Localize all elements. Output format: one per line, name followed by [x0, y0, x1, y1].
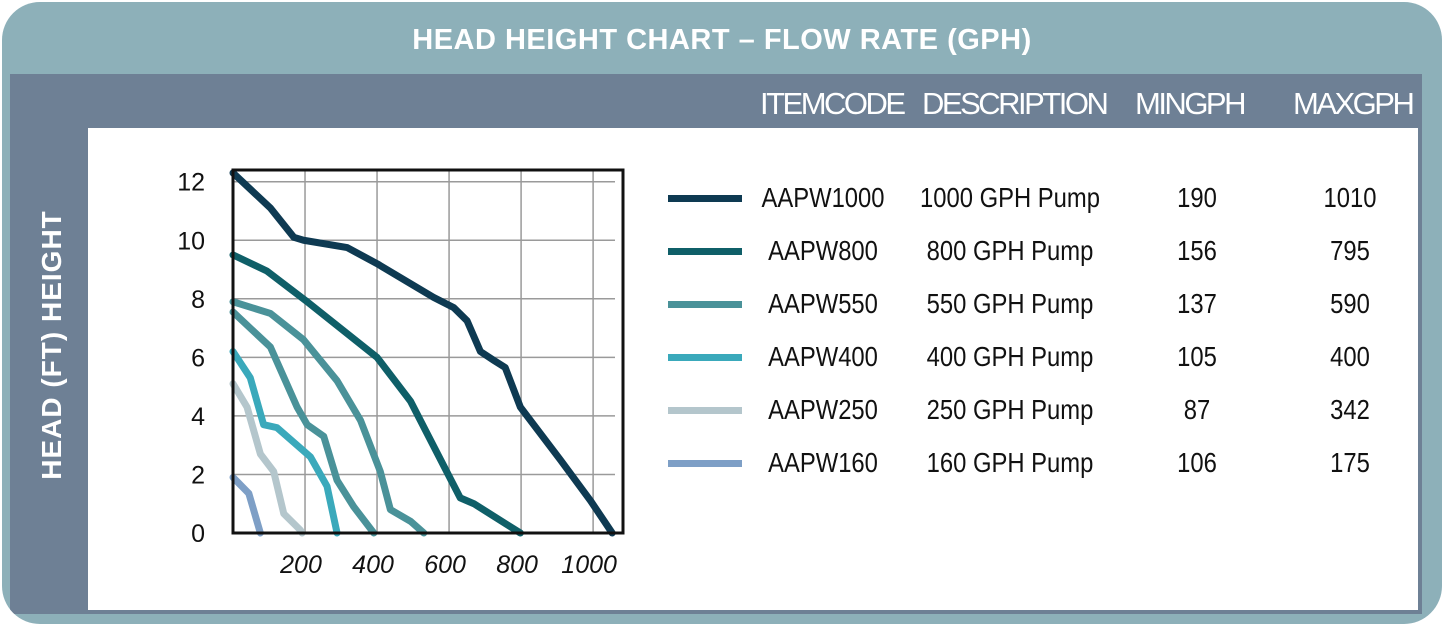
y-tick-label: 2 — [191, 461, 205, 489]
x-tick-label: 200 — [279, 551, 322, 579]
x-tick-label: 1000 — [561, 551, 617, 579]
min-gph: 137 — [1177, 288, 1217, 319]
max-gph: 400 — [1330, 341, 1370, 372]
chart-title: HEAD HEIGHT CHART – FLOW RATE (GPH) — [412, 24, 1032, 56]
itemcode: AAPW250 — [768, 394, 878, 425]
max-gph: 342 — [1330, 394, 1370, 425]
series-line-aapw400 — [229, 348, 341, 537]
header-itemcode: ITEMCODE — [760, 86, 906, 121]
itemcode: AAPW160 — [768, 447, 878, 478]
x-tick-label: 400 — [352, 551, 394, 579]
legend-row: AAPW400 400 GPH Pump 105 400 — [0, 337, 1445, 377]
legend-swatch — [668, 248, 742, 255]
itemcode: AAPW550 — [768, 288, 878, 319]
series-line-aapw160 — [229, 473, 264, 537]
min-gph: 87 — [1183, 394, 1211, 425]
y-tick-label: 12 — [177, 169, 205, 197]
x-tick-label: 600 — [424, 551, 466, 579]
itemcode: AAPW1000 — [761, 182, 885, 213]
legend-swatch — [668, 407, 742, 414]
y-tick-label: 8 — [191, 286, 205, 314]
legend-row: AAPW550 550 GPH Pump 137 590 — [0, 284, 1445, 324]
legend-row: AAPW160 160 GPH Pump 106 175 — [0, 443, 1445, 483]
plot-border — [231, 168, 625, 535]
series-line-aapw1000 — [229, 169, 616, 537]
description: 800 GPH Pump — [926, 235, 1094, 266]
description: 400 GPH Pump — [926, 341, 1094, 372]
itemcode: AAPW800 — [768, 235, 878, 266]
min-gph: 190 — [1177, 182, 1217, 213]
description: 550 GPH Pump — [926, 288, 1094, 319]
description: 1000 GPH Pump — [920, 182, 1100, 213]
header-mingph: MINGPH — [1135, 86, 1247, 121]
series-line — [229, 308, 378, 537]
legend-swatch — [668, 301, 742, 308]
max-gph: 590 — [1330, 288, 1370, 319]
y-tick-label: 0 — [191, 520, 205, 548]
series-line-aapw550 — [229, 298, 428, 537]
series-line-aapw800 — [229, 251, 524, 537]
legend-swatch — [668, 195, 742, 202]
max-gph: 175 — [1330, 447, 1370, 478]
min-gph: 156 — [1177, 235, 1217, 266]
min-gph: 105 — [1177, 341, 1217, 372]
legend-row: AAPW1000 1000 GPH Pump 190 1010 — [0, 178, 1445, 218]
y-tick-label: 6 — [191, 344, 205, 372]
series-line-aapw250 — [229, 380, 306, 537]
legend-swatch — [668, 354, 742, 361]
y-tick-label: 10 — [177, 227, 205, 255]
header-maxgph: MAXGPH — [1293, 86, 1415, 121]
x-tick-label: 800 — [496, 551, 538, 579]
y-tick-label: 4 — [191, 403, 205, 431]
legend-row: AAPW800 800 GPH Pump 156 795 — [0, 231, 1445, 271]
description: 160 GPH Pump — [926, 447, 1094, 478]
chart-panel — [88, 128, 1418, 610]
header-description: DESCRIPTION — [922, 86, 1109, 121]
itemcode: AAPW400 — [768, 341, 878, 372]
max-gph: 795 — [1330, 235, 1370, 266]
legend-swatch — [668, 460, 742, 467]
legend-row: AAPW250 250 GPH Pump 87 342 — [0, 390, 1445, 430]
description: 250 GPH Pump — [926, 394, 1094, 425]
min-gph: 106 — [1177, 447, 1217, 478]
max-gph: 1010 — [1323, 182, 1377, 213]
